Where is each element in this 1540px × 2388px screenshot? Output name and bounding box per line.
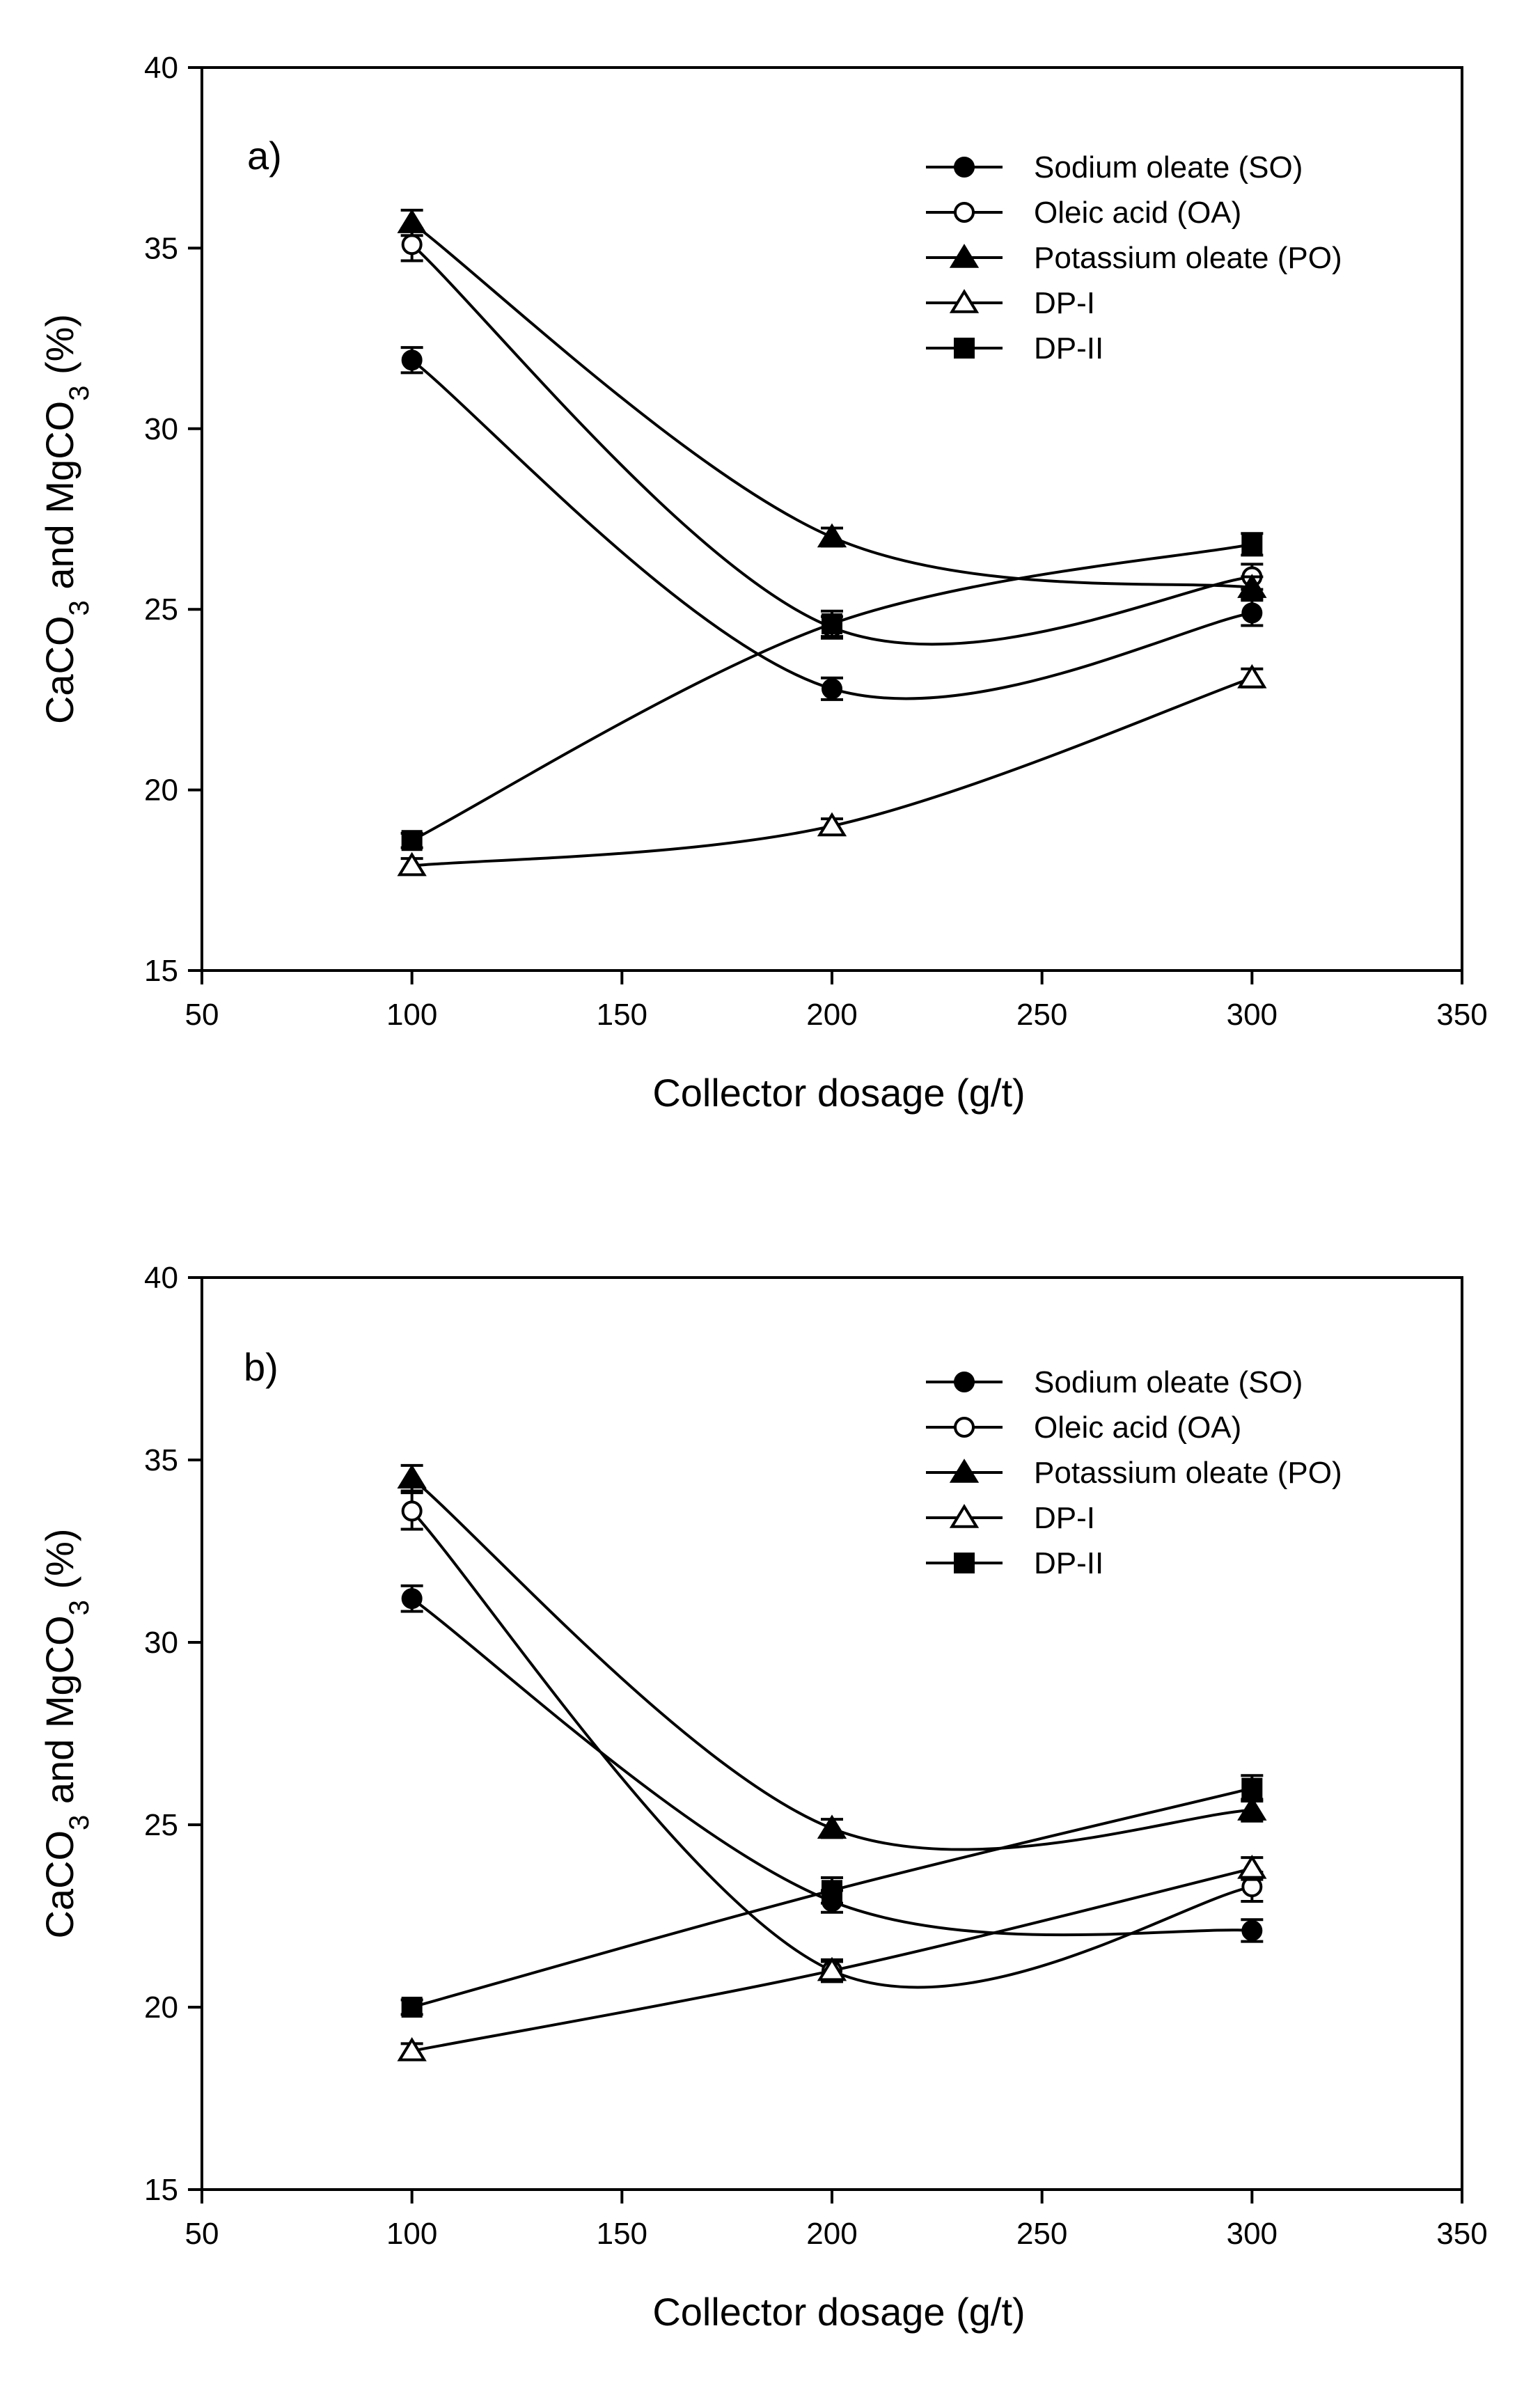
series-line-potassium-oleate-po (411, 1477, 1252, 1851)
point-dp-i (817, 812, 847, 837)
y-tick-label: 30 (144, 412, 178, 446)
x-tick-label: 250 (1016, 998, 1067, 1032)
point-potassium-oleate-po (817, 523, 847, 548)
legend-label-sodium-oleate-so: Sodium oleate (SO) (1034, 1365, 1303, 1399)
y-tick-label: 15 (144, 2173, 178, 2207)
y-axis-title-subscript: 3 (64, 386, 95, 401)
x-axis-title: Collector dosage (g/t) (652, 1071, 1025, 1115)
point-dp-ii (401, 830, 423, 851)
legend-marker-dp-i (949, 289, 980, 313)
legend-label-oleic-acid-oa: Oleic acid (OA) (1034, 1411, 1241, 1445)
y-axis-title-subscript: 3 (64, 1600, 95, 1615)
x-tick-label: 200 (806, 2217, 857, 2251)
point-dp-i (1237, 663, 1267, 689)
x-axis-title: Collector dosage (g/t) (652, 2290, 1025, 2334)
x-tick-label: 350 (1436, 2217, 1487, 2251)
chart-panel-a: 50 100 150 200 250 300 350 15 20 25 30 35 40 Collecto… (38, 51, 1488, 1115)
y-axis-title-part: (%) (38, 314, 81, 386)
x-tick-label: 150 (597, 2217, 647, 2251)
point-sodium-oleate-so (1241, 602, 1263, 624)
x-tick-label: 250 (1016, 2217, 1067, 2251)
point-sodium-oleate-so (401, 349, 423, 371)
point-dp-i (397, 851, 427, 877)
chart-panel-b: 50 100 150 200 250 300 350 15 20 25 30 35 40 Collecto… (38, 1261, 1488, 2334)
series-line-oleic-acid-oa (411, 1510, 1252, 1989)
y-axis-title-part: and MgCO (38, 401, 81, 600)
point-potassium-oleate-po (817, 1814, 847, 1839)
x-tick-label: 300 (1227, 2217, 1278, 2251)
y-axis-title-part: CaCO (38, 1830, 81, 1939)
y-tick-label: 20 (144, 773, 178, 808)
y-tick-label: 25 (144, 1808, 178, 1842)
y-axis-title: CaCO3 and MgCO3 (%) (38, 1528, 95, 1938)
x-tick-label: 200 (806, 998, 857, 1032)
y-tick-label: 30 (144, 1626, 178, 1660)
y-axis-title: CaCO3 and MgCO3 (%) (38, 314, 95, 724)
x-tick-label: 150 (597, 998, 647, 1032)
y-tick-label: 35 (144, 1443, 178, 1477)
plot-frame (201, 1276, 1463, 2191)
point-dp-ii (401, 1997, 423, 2018)
legend-label-dp-i: DP-I (1034, 286, 1095, 320)
x-tick-label: 100 (386, 2217, 437, 2251)
legend-marker-potassium-oleate-po (949, 1459, 980, 1483)
legend-marker-oleic-acid-oa (954, 202, 975, 223)
legend-marker-dp-ii (954, 1553, 975, 1573)
point-sodium-oleate-so (401, 1588, 423, 1610)
x-tick-label: 350 (1436, 998, 1487, 1032)
point-oleic-acid-oa (401, 1500, 423, 1522)
y-tick-label: 40 (144, 51, 178, 85)
point-dp-i (1237, 1855, 1267, 1879)
y-tick-label: 20 (144, 1990, 178, 2025)
legend-label-potassium-oleate-po: Potassium oleate (PO) (1034, 241, 1342, 275)
legend-marker-dp-ii (954, 338, 975, 359)
point-dp-ii (1241, 533, 1263, 555)
legend-marker-dp-i (949, 1504, 980, 1528)
y-axis-title-part: CaCO (38, 615, 81, 724)
panel-label: a) (247, 134, 282, 178)
x-tick-label: 300 (1227, 998, 1278, 1032)
x-tick-label: 50 (185, 998, 219, 1032)
point-dp-ii (1241, 1777, 1263, 1799)
y-axis-title-subscript: 3 (64, 1815, 95, 1830)
y-tick-label: 40 (144, 1261, 178, 1295)
y-tick-label: 15 (144, 954, 178, 988)
y-axis-title-part: (%) (38, 1528, 81, 1600)
point-potassium-oleate-po (1237, 574, 1267, 598)
x-tick-label: 100 (386, 998, 437, 1032)
series-line-dp-i (411, 676, 1252, 867)
legend-label-dp-ii: DP-II (1034, 1546, 1103, 1580)
point-dp-i (397, 2037, 427, 2061)
legend-label-oleic-acid-oa: Oleic acid (OA) (1034, 196, 1241, 230)
legend-marker-oleic-acid-oa (954, 1417, 975, 1438)
legend-label-dp-ii: DP-II (1034, 331, 1103, 366)
legend-marker-potassium-oleate-po (949, 244, 980, 268)
y-tick-label: 35 (144, 231, 178, 265)
point-sodium-oleate-so (1241, 1919, 1263, 1941)
series-line-potassium-oleate-po (411, 221, 1252, 590)
legend-label-potassium-oleate-po: Potassium oleate (PO) (1034, 1456, 1342, 1490)
point-oleic-acid-oa (401, 234, 423, 256)
y-axis-title-part: and MgCO (38, 1615, 81, 1814)
point-potassium-oleate-po (397, 209, 427, 233)
point-dp-ii (822, 1880, 842, 1901)
legend-marker-sodium-oleate-so (954, 1372, 975, 1392)
point-dp-i (817, 1956, 847, 1981)
point-dp-ii (822, 613, 842, 634)
legend-marker-sodium-oleate-so (954, 157, 975, 178)
legend-label-sodium-oleate-so: Sodium oleate (SO) (1034, 150, 1303, 184)
point-potassium-oleate-po (1237, 1796, 1267, 1821)
panel-label: b) (244, 1345, 278, 1389)
y-tick-label: 25 (144, 592, 178, 627)
y-axis-title-subscript: 3 (64, 600, 95, 615)
x-tick-label: 50 (185, 2217, 219, 2251)
point-potassium-oleate-po (397, 1464, 427, 1488)
point-sodium-oleate-so (822, 678, 842, 700)
legend-label-dp-i: DP-I (1034, 1501, 1095, 1535)
